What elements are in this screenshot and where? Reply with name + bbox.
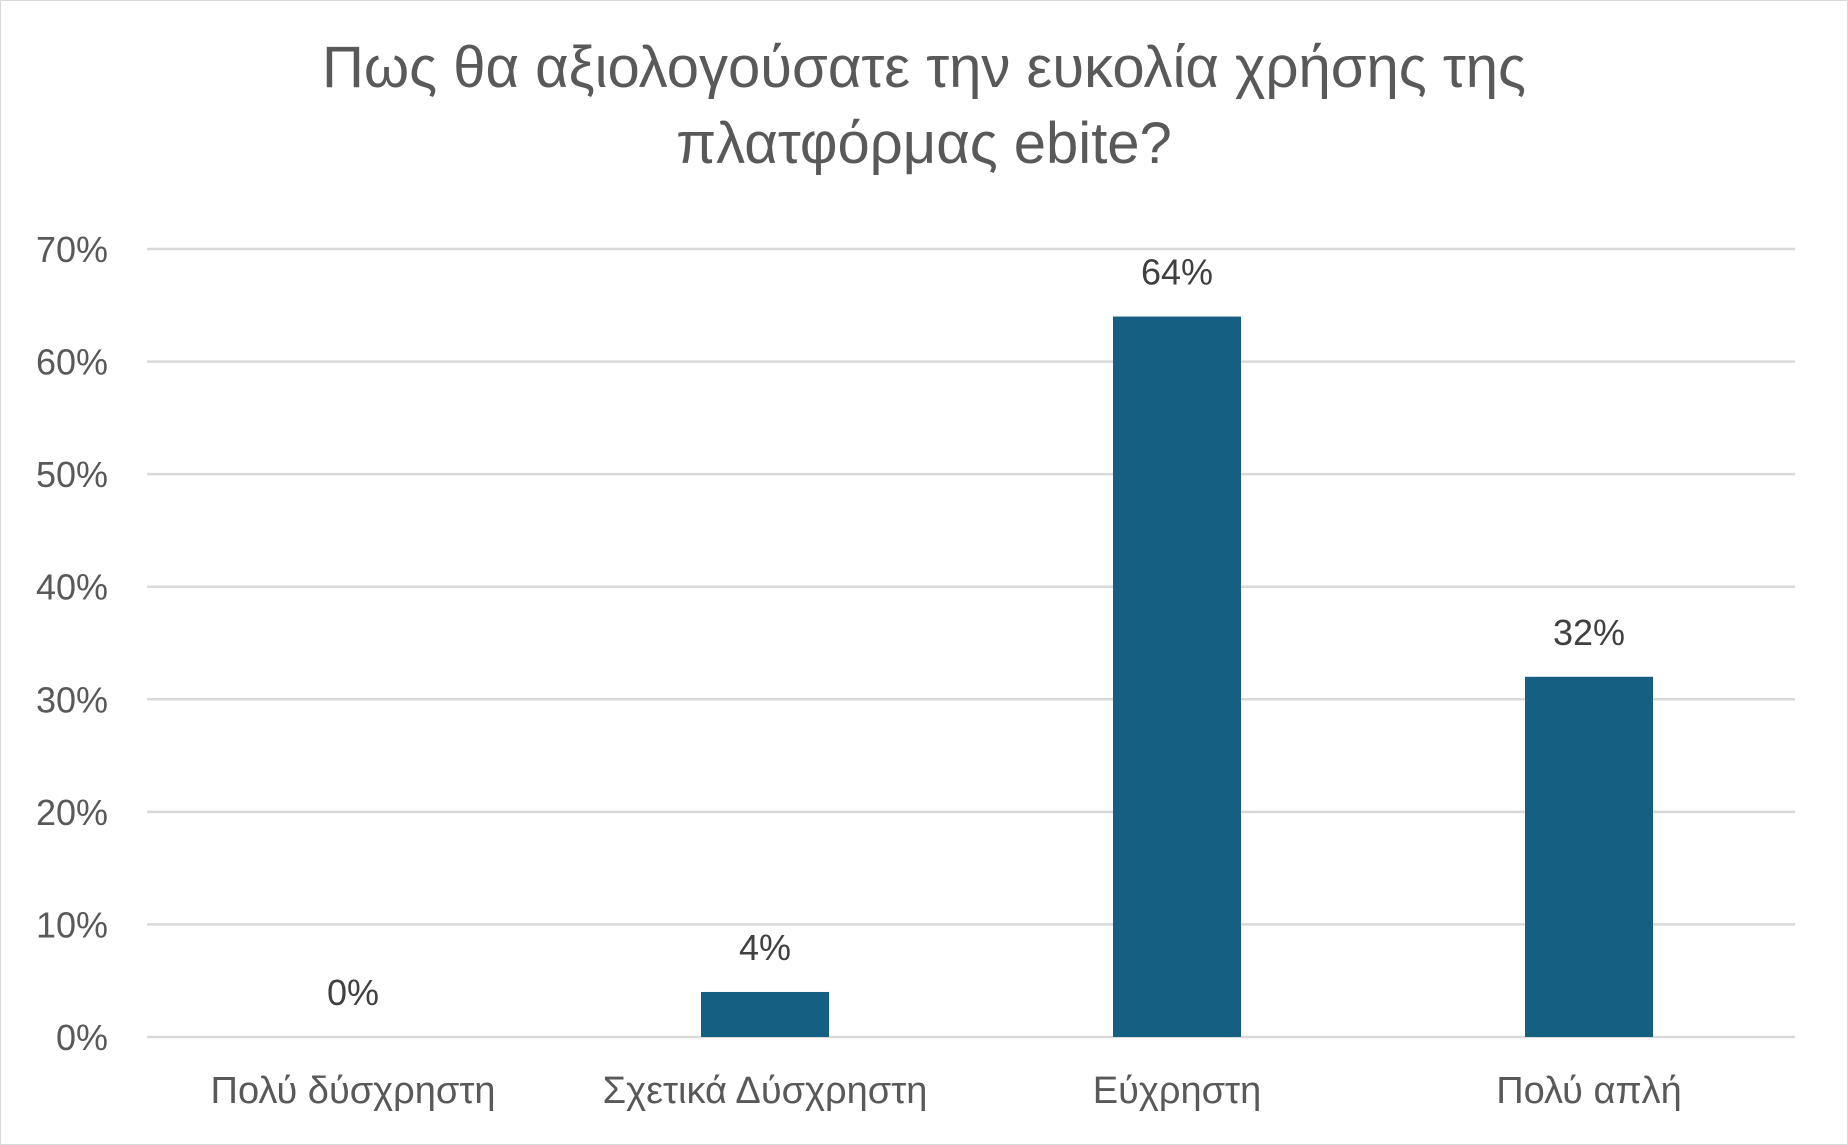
chart-title-line-2: πλατφόρμας ebite? [676,111,1172,176]
data-label: 64% [1141,252,1213,293]
data-label: 4% [739,927,791,968]
y-tick-label: 0% [56,1017,108,1058]
y-tick-label: 40% [36,567,108,608]
chart-title-line-1: Πως θα αξιολογούσατε την ευκολία χρήσης … [321,35,1526,100]
x-category-label: Σχετικά Δύσχρηστη [603,1070,928,1112]
y-tick-label: 60% [36,342,108,383]
chart-title: Πως θα αξιολογούσατε την ευκολία χρήσης … [0,30,1848,182]
y-axis-tick-labels: 0% 10% 20% 30% 40% 50% 60% 70% [36,229,108,1058]
bar-4 [1525,676,1653,1037]
y-tick-label: 10% [36,904,108,945]
y-tick-label: 20% [36,792,108,833]
x-category-label: Εύχρηστη [1093,1070,1261,1112]
x-category-label: Πολύ δύσχρηστη [211,1070,496,1112]
data-labels: 0% 4% 64% 32% [327,252,1625,1013]
bar-3 [1113,316,1241,1037]
x-axis-category-labels: Πολύ δύσχρηστη Σχετικά Δύσχρηστη Εύχρηστη Π… [211,1070,1682,1112]
bar-2 [701,991,829,1037]
data-label: 32% [1553,612,1625,653]
y-tick-label: 70% [36,229,108,270]
x-category-label: Πολύ απλή [1496,1070,1682,1112]
data-label: 0% [327,972,379,1013]
y-tick-label: 30% [36,679,108,720]
bars [701,316,1653,1037]
gridlines [147,247,1795,1039]
y-tick-label: 50% [36,454,108,495]
